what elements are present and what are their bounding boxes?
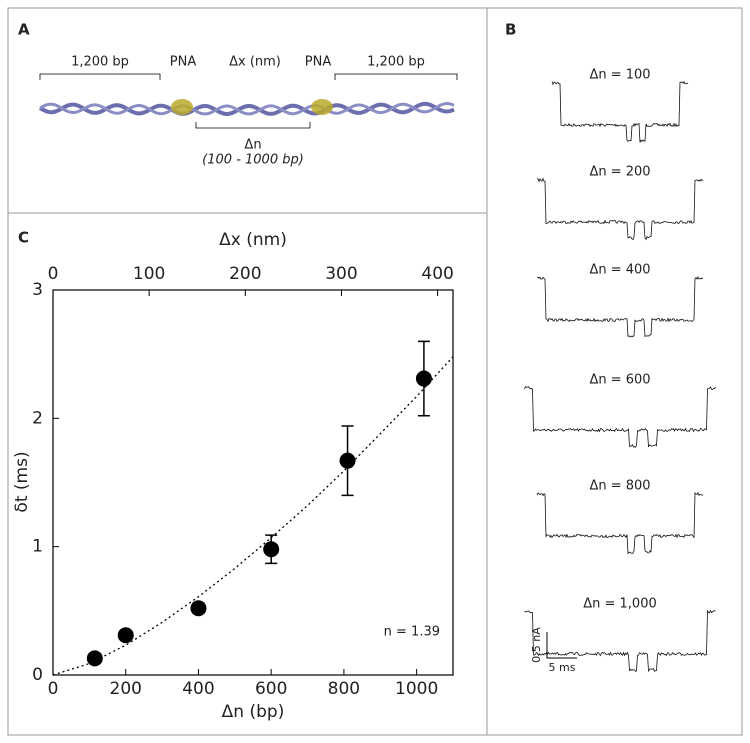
y-tick-label: 0 — [32, 665, 43, 685]
pna — [311, 99, 333, 115]
x-tick-label: 0 — [48, 679, 59, 699]
x2-axis-title: Δx (nm) — [219, 230, 287, 250]
y-tick-label: 1 — [32, 537, 43, 557]
x-tick-label: 1000 — [395, 679, 438, 699]
point — [86, 650, 103, 667]
trace-label: Δn = 600 — [589, 373, 650, 388]
scale-label: 5 ms — [549, 661, 576, 674]
point — [339, 452, 356, 469]
point — [263, 541, 280, 558]
x-tick-label: 800 — [328, 679, 360, 699]
x2-tick-label: 400 — [421, 264, 453, 284]
x2-tick-label: 200 — [229, 264, 261, 284]
trace — [524, 386, 716, 449]
x2-tick-label: 100 — [133, 264, 165, 284]
point — [190, 600, 207, 617]
strand — [39, 102, 455, 116]
dna-helix — [38, 101, 455, 116]
bracket — [334, 73, 458, 80]
label: PNA — [305, 55, 332, 70]
bracket — [39, 73, 161, 80]
panel-label: C — [18, 229, 29, 247]
label: 1,200 bp — [367, 55, 425, 70]
strand — [38, 101, 455, 116]
annotation: n = 1.39 — [384, 625, 440, 640]
y-tick-label: 3 — [32, 280, 43, 300]
traces: Δn = 100 Δn = 200 Δn = 400 Δn = 600 Δn = 800… — [524, 68, 716, 673]
label: Δn — [244, 138, 261, 153]
trace — [524, 609, 716, 673]
y-axis-title: δt (ms) — [12, 451, 32, 512]
x2-tick-label: 0 — [48, 264, 59, 284]
dna-diagram — [39, 73, 458, 129]
panel-label: A — [18, 21, 30, 39]
trace — [536, 177, 704, 241]
x-axis-title: Δn (bp) — [222, 702, 285, 722]
label: 1,200 bp — [71, 55, 129, 70]
x2-tick-label: 300 — [325, 264, 357, 284]
trace — [536, 492, 704, 555]
fit-curve — [52, 356, 454, 676]
chart: 0 200 400 600 800 1000 0 100 200 300 400 0 1 2 3 — [32, 264, 454, 699]
label: (100 - 1000 bp) — [202, 153, 304, 168]
trace-label: Δn = 400 — [589, 263, 650, 278]
x-tick-label: 400 — [182, 679, 214, 699]
trace-label: Δn = 100 — [589, 68, 650, 83]
label: Δx (nm) — [229, 55, 281, 70]
trace-label: Δn = 200 — [589, 165, 650, 180]
trace — [551, 80, 689, 143]
plot-frame — [52, 289, 454, 676]
scale-bar: 0.5 nA 5 ms — [530, 627, 577, 674]
pna — [171, 99, 193, 115]
frame — [7, 7, 743, 736]
point — [415, 370, 432, 387]
panel-label: B — [505, 21, 516, 39]
x-tick-label: 200 — [110, 679, 142, 699]
bracket — [195, 122, 311, 129]
point — [117, 627, 134, 644]
trace-label: Δn = 1,000 — [583, 597, 657, 612]
x-tick-label: 600 — [255, 679, 287, 699]
scale-bar — [546, 632, 577, 659]
label: PNA — [170, 55, 197, 70]
scale-label: 0.5 nA — [530, 627, 543, 663]
trace-label: Δn = 800 — [589, 479, 650, 494]
trace — [536, 276, 704, 338]
y-tick-label: 2 — [32, 408, 43, 428]
